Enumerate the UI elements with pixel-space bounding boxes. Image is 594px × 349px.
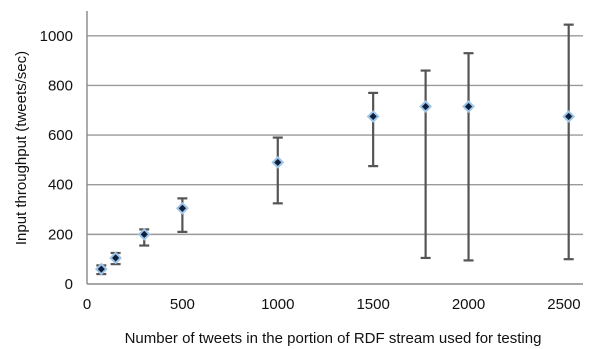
x-tick-label: 2500 <box>547 296 580 313</box>
error-bar <box>463 52 474 262</box>
x-axis-label: Number of tweets in the portion of RDF s… <box>125 330 542 347</box>
y-tick-label: 1000 <box>40 28 73 45</box>
y-tick-labels: 0 200 400 600 800 1000 <box>40 28 73 293</box>
x-tick-labels: 0 500 1000 1500 2000 2500 <box>83 296 581 313</box>
axes <box>86 11 583 285</box>
gridlines <box>87 35 583 236</box>
x-tick-label: 0 <box>83 296 91 313</box>
data-points <box>94 100 576 276</box>
data-point <box>462 100 475 113</box>
x-tick-label: 2000 <box>452 296 485 313</box>
data-point <box>94 262 108 276</box>
data-point <box>366 110 380 123</box>
y-tick-label: 600 <box>48 127 73 144</box>
error-bar <box>272 136 283 205</box>
data-point <box>109 251 123 265</box>
y-axis-label: Input throughput (tweets/sec) <box>13 51 30 245</box>
data-point <box>562 110 576 123</box>
error-bar <box>420 69 431 260</box>
x-tick-label: 1500 <box>356 296 389 313</box>
data-point <box>271 155 285 169</box>
data-point <box>137 227 151 241</box>
error-bars <box>96 23 574 276</box>
y-tick-label: 200 <box>48 226 73 243</box>
y-tick-label: 400 <box>48 177 73 194</box>
y-tick-label: 800 <box>48 77 73 94</box>
data-point <box>419 100 433 113</box>
error-bar <box>563 23 574 261</box>
data-point <box>175 201 189 215</box>
x-tick-label: 500 <box>170 296 195 313</box>
error-bar <box>368 91 379 168</box>
y-tick-label: 0 <box>65 276 73 293</box>
x-tick-label: 1000 <box>261 296 294 313</box>
